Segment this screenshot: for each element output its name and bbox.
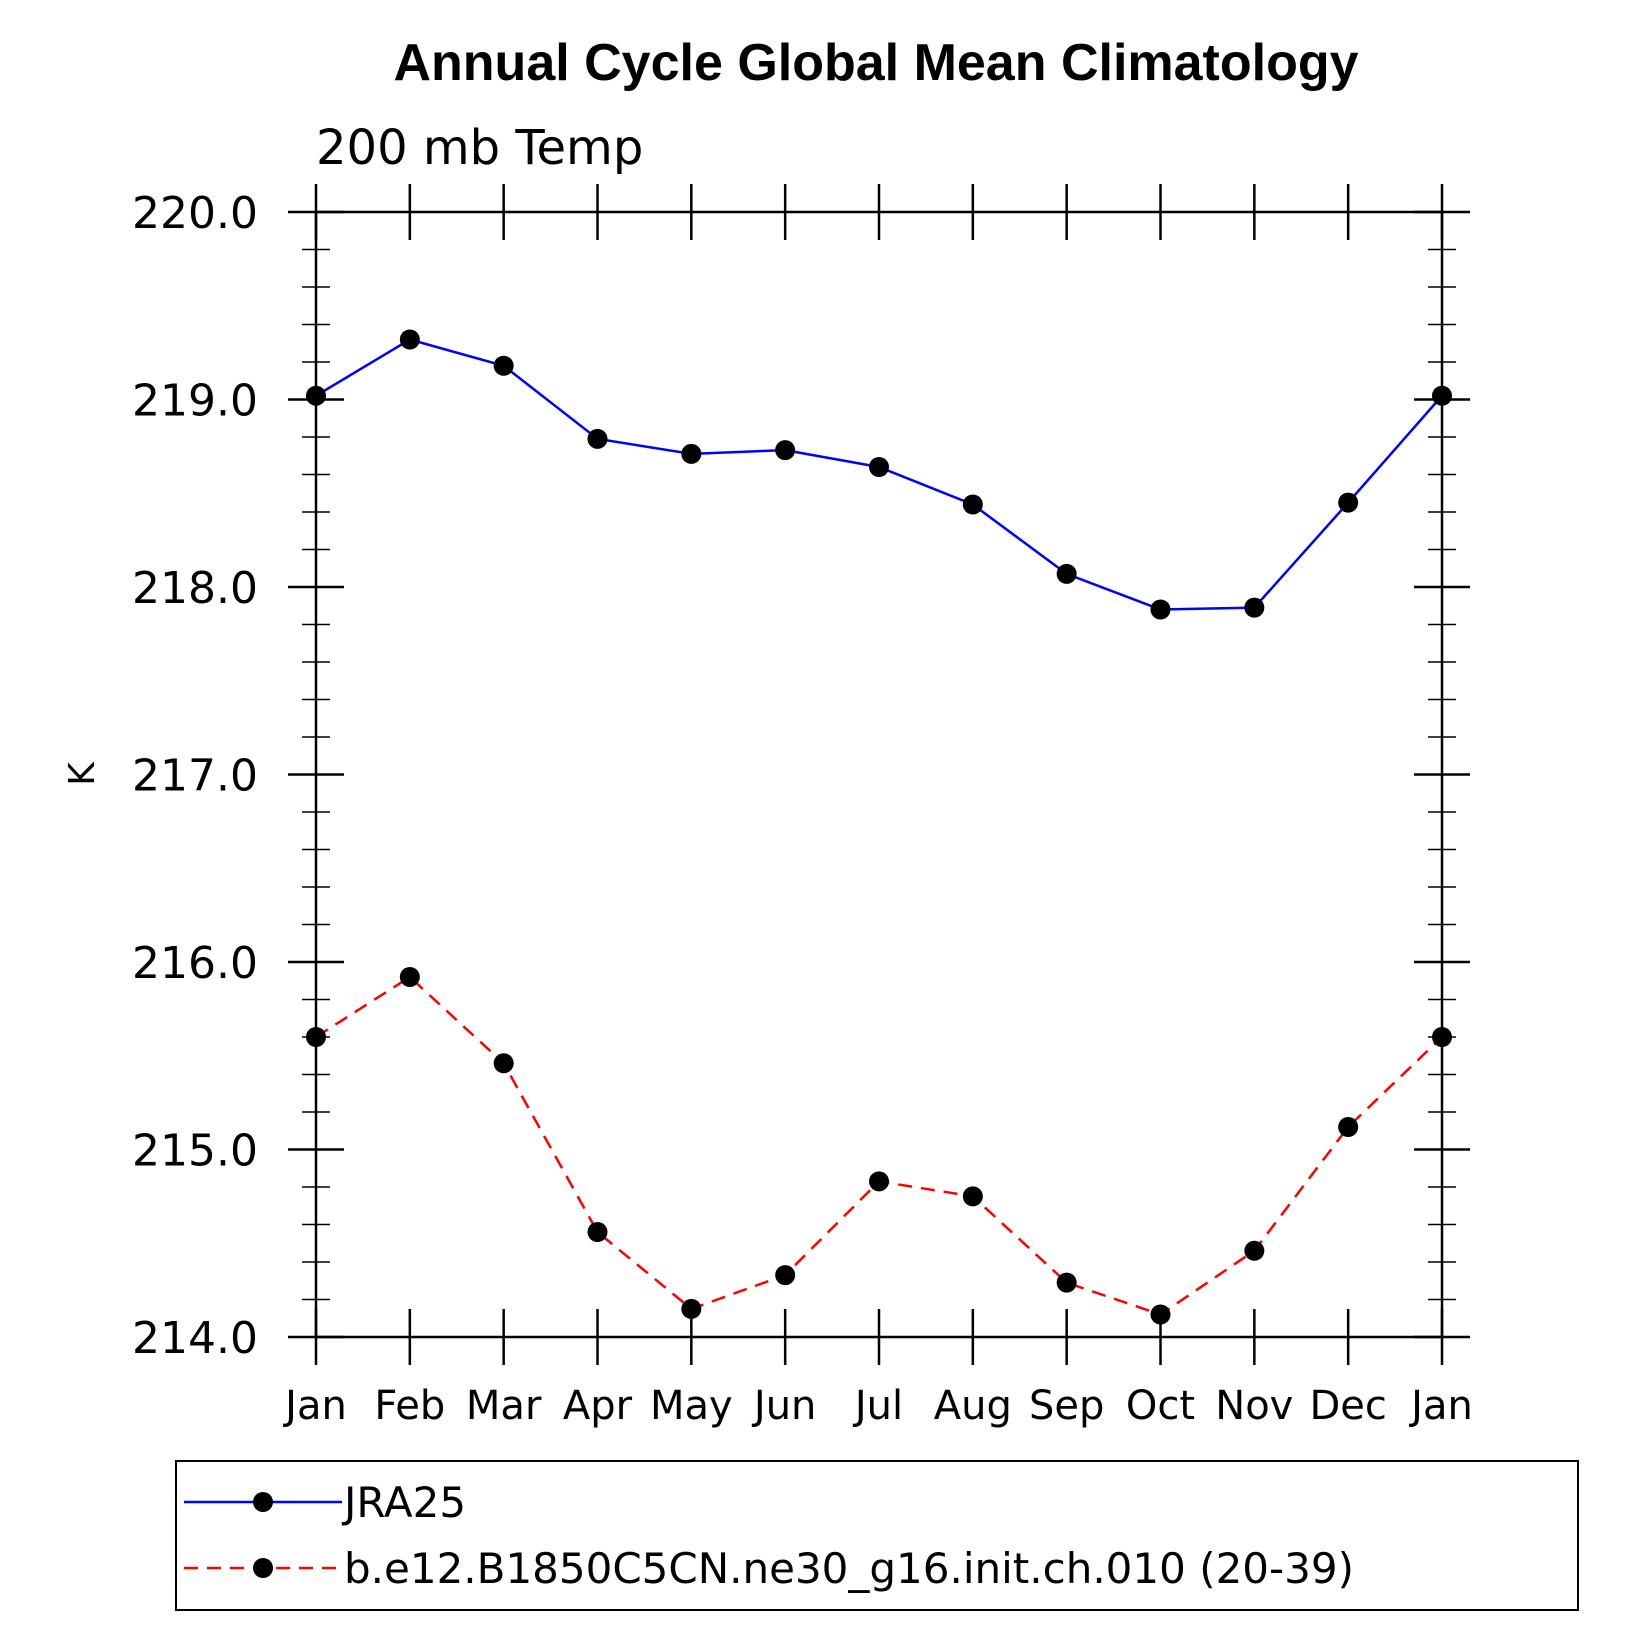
legend-marker-model (253, 1558, 273, 1578)
axes: 214.0 215.0 216.0 217.0 218.0 219.0 220.0 Jan Fe… (132, 184, 1473, 1429)
plot-frame (314, 210, 1444, 1339)
x-tick-label: Feb (374, 1383, 445, 1429)
data-point-series-1 (1244, 1240, 1265, 1261)
data-point-series-1 (1150, 1304, 1171, 1325)
legend: JRA25 b.e12.B1850C5CN.ne30_g16.init.ch.0… (175, 1460, 1579, 1611)
legend-label-model: b.e12.B1850C5CN.ne30_g16.init.ch.010 (20… (344, 1544, 1354, 1593)
data-point-series-1 (1338, 1117, 1359, 1137)
data-point-series-1 (1056, 1272, 1077, 1293)
data-point-series-1 (1432, 1027, 1452, 1047)
x-tick-label: Jun (751, 1383, 817, 1429)
x-tick-label: Jan (1408, 1383, 1473, 1429)
data-point-series-0 (962, 494, 983, 515)
x-tick-label: May (650, 1383, 733, 1429)
data-point-series-0 (681, 443, 702, 464)
legend-box (175, 1460, 1579, 1611)
x-tick-label: Nov (1215, 1383, 1293, 1429)
data-point-series-0 (1244, 597, 1265, 618)
y-tick-label: 219.0 (132, 376, 258, 427)
y-axis-label: K (62, 761, 103, 786)
data-point-series-0 (1338, 492, 1359, 513)
chart-subtitle: 200 mb Temp (316, 120, 643, 176)
x-tick-label: Jan (282, 1383, 347, 1429)
legend-marker-jra25 (253, 1492, 273, 1512)
data-point-series-0 (1056, 563, 1077, 584)
y-tick-label: 217.0 (132, 751, 258, 802)
series-line-1 (315, 975, 1443, 1316)
y-tick-label: 218.0 (132, 563, 258, 614)
data-point-series-0 (775, 440, 796, 461)
data-point-series-0 (1432, 385, 1452, 406)
y-tick-label: 214.0 (132, 1313, 258, 1364)
chart-title: Annual Cycle Global Mean Climatology (393, 34, 1358, 92)
x-tick-label: Oct (1126, 1383, 1195, 1429)
data-point-series-1 (869, 1171, 889, 1192)
y-tick-label: 216.0 (132, 938, 258, 989)
data-point-series-0 (869, 457, 889, 477)
data-point-series-0 (399, 329, 420, 350)
data-point-series-0 (587, 428, 608, 449)
legend-label-jra25: JRA25 (341, 1478, 466, 1527)
x-tick-label: Aug (934, 1383, 1012, 1429)
data-point-series-0 (306, 385, 326, 406)
x-tick-label: Apr (563, 1383, 633, 1429)
data-point-series-1 (493, 1053, 514, 1074)
data-point-series-1 (775, 1265, 796, 1286)
data-point-series-1 (681, 1298, 702, 1319)
x-tick-label: Dec (1309, 1383, 1386, 1429)
y-tick-label: 220.0 (132, 188, 258, 239)
x-tick-label: Sep (1029, 1383, 1104, 1429)
data-point-series-1 (399, 967, 420, 987)
plot-area (306, 329, 1452, 1325)
x-tick-label: Jul (852, 1383, 903, 1429)
data-point-series-0 (1150, 599, 1171, 620)
data-point-series-1 (587, 1222, 608, 1242)
data-point-series-1 (962, 1186, 983, 1207)
data-point-series-0 (493, 355, 514, 376)
data-point-series-1 (306, 1027, 326, 1047)
y-tick-label: 215.0 (132, 1126, 258, 1177)
x-tick-label: Mar (466, 1383, 542, 1429)
